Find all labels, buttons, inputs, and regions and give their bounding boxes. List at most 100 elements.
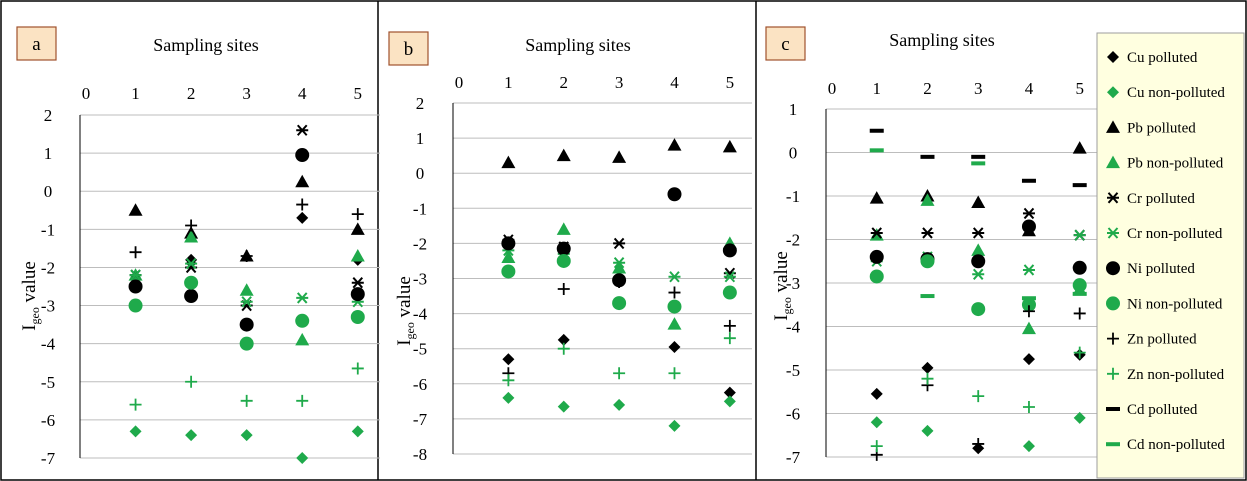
data-point-ni-polluted: [239, 317, 254, 332]
data-point-pb-polluted: [869, 191, 884, 204]
y-tick-label: 2: [416, 94, 425, 113]
data-point-pb-polluted: [295, 174, 310, 188]
data-point-zn-polluted: [723, 319, 736, 332]
data-point-ni-polluted: [722, 243, 737, 258]
x-tick-label: 5: [1075, 79, 1084, 98]
data-point-ni-polluted: [869, 249, 884, 264]
x-tick-label: 3: [242, 84, 251, 103]
legend-label: Cr non-polluted: [1127, 226, 1223, 242]
x-tick-label: 0: [828, 79, 837, 98]
data-point-zn-non-polluted: [185, 375, 198, 388]
x-tick-label: 4: [670, 73, 679, 92]
data-point-cr-non-polluted: [1022, 264, 1035, 276]
data-point-cd-polluted: [920, 154, 935, 159]
panel-c-letter: c: [781, 34, 789, 55]
series-cu-polluted: [185, 211, 364, 266]
data-point-zn-polluted: [972, 437, 985, 450]
y-tick-label: -6: [413, 375, 427, 394]
data-point-pb-polluted: [722, 139, 737, 153]
data-point-zn-non-polluted: [296, 394, 309, 407]
data-point-cu-non-polluted: [921, 424, 934, 437]
legend-label: Cu non-polluted: [1127, 85, 1225, 101]
data-point-ni-polluted: [128, 279, 143, 294]
data-point-zn-polluted: [613, 276, 626, 289]
data-point-cu-non-polluted: [723, 395, 736, 408]
legend-item-pb-non-polluted: Pb non-polluted: [1106, 155, 1224, 172]
y-tick-label: 2: [44, 106, 53, 125]
panel-c-title: Sampling sites: [889, 30, 995, 50]
data-point-cr-polluted: [613, 237, 626, 250]
data-point-ni-non-polluted: [239, 336, 254, 351]
series-cr-non-polluted: [129, 257, 364, 308]
legend-item-cd-non-polluted: Cd non-polluted: [1106, 437, 1225, 453]
data-point-ni-polluted: [1072, 260, 1087, 275]
y-tick-label: -6: [786, 405, 800, 424]
y-tick-label: -1: [413, 199, 427, 218]
data-point-zn-polluted: [351, 208, 364, 221]
y-tick-label: 0: [789, 144, 798, 163]
x-tick-label: 0: [455, 73, 464, 92]
y-tick-label: -3: [413, 270, 427, 289]
x-tick-label: 0: [82, 84, 91, 103]
data-point-cu-polluted: [870, 387, 883, 400]
data-point-ni-non-polluted: [128, 298, 143, 313]
data-point-ni-non-polluted: [295, 313, 310, 328]
panel-b-ylabel: Igeo value: [394, 276, 417, 346]
series-cd-non-polluted: [869, 148, 1087, 301]
legend-label: Pb polluted: [1127, 120, 1196, 136]
y-tick-label: -4: [41, 335, 56, 354]
legend-marker-cr-non-polluted: [1107, 227, 1119, 239]
y-tick-label: -1: [41, 220, 55, 239]
series-zn-polluted: [129, 198, 364, 263]
legend-label: Cd non-polluted: [1127, 437, 1225, 453]
data-point-pb-polluted: [971, 195, 986, 209]
data-point-pb-non-polluted: [295, 332, 310, 346]
data-point-pb-non-polluted: [239, 283, 254, 296]
data-point-cu-non-polluted: [1022, 440, 1035, 453]
data-point-ni-non-polluted: [1021, 297, 1036, 312]
legend-item-ni-non-polluted: Ni non-polluted: [1106, 296, 1223, 312]
data-point-zn-polluted: [129, 246, 142, 259]
series-cu-non-polluted: [129, 425, 364, 464]
panel-a-title: Sampling sites: [153, 35, 259, 55]
panel-a-plot: 2 1 0 -1 -2 -3 -4 -5 -6 -7 0 1 2 3 4 5: [41, 84, 380, 468]
series-zn-non-polluted: [870, 346, 1086, 453]
series-zn-non-polluted: [129, 362, 364, 411]
data-point-cr-polluted: [1022, 207, 1035, 220]
data-point-pb-non-polluted: [556, 222, 571, 235]
y-tick-label: -6: [41, 411, 55, 430]
y-tick-label: -5: [786, 361, 800, 380]
data-point-ni-non-polluted: [184, 275, 199, 290]
legend-item-zn-polluted: Zn polluted: [1107, 332, 1197, 348]
panel-b-plot: 2 1 0 -1 -2 -3 -4 -5 -6 -7 -8 0 1 2 3 4 5: [413, 73, 752, 464]
data-point-cr-polluted: [351, 277, 364, 289]
legend-label: Zn non-polluted: [1127, 367, 1225, 383]
data-point-cr-non-polluted: [240, 296, 253, 308]
series-ni-non-polluted: [128, 275, 365, 351]
legend-marker-zn-non-polluted: [1107, 367, 1119, 380]
legend-item-cd-polluted: Cd polluted: [1106, 402, 1198, 418]
y-tick-label: -4: [786, 318, 801, 337]
data-point-cu-polluted: [1022, 353, 1035, 366]
data-point-zn-non-polluted: [129, 398, 142, 411]
data-point-pb-non-polluted: [350, 249, 365, 262]
data-point-cd-non-polluted: [869, 148, 884, 153]
panel-c-ylabel: Igeo value: [771, 251, 794, 321]
data-point-cd-polluted: [1072, 183, 1087, 188]
x-tick-label: 2: [559, 73, 568, 92]
panel-a-letter-badge: a: [16, 26, 57, 61]
legend-label: Ni non-polluted: [1127, 296, 1223, 312]
series-pb-non-polluted: [128, 229, 365, 346]
x-tick-label: 5: [726, 73, 735, 92]
y-tick-label: 0: [416, 164, 425, 183]
data-point-ni-polluted: [184, 289, 199, 304]
data-point-zn-non-polluted: [351, 362, 364, 375]
series-ni-polluted: [128, 148, 365, 332]
data-point-zn-non-polluted: [613, 367, 626, 380]
data-point-zn-non-polluted: [921, 372, 934, 385]
data-point-pb-polluted: [612, 150, 627, 163]
data-point-cu-polluted: [502, 353, 515, 366]
series-cd-polluted: [869, 128, 1087, 188]
y-tick-label: -7: [413, 410, 428, 429]
data-point-cr-polluted: [921, 227, 934, 239]
